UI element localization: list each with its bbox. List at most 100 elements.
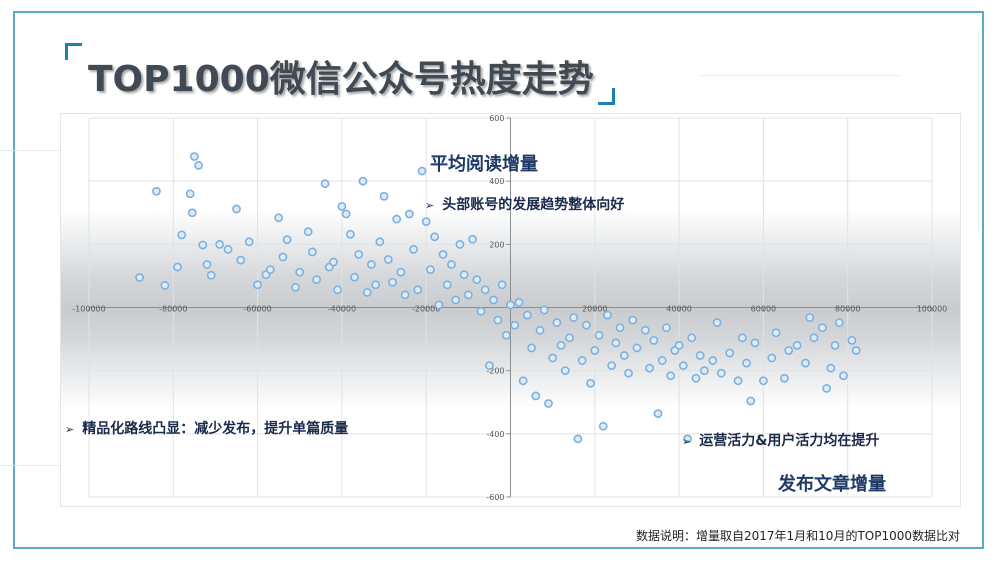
data-point — [417, 166, 427, 176]
data-point — [438, 250, 448, 259]
data-point — [746, 396, 756, 406]
x-tick-label: 80000 — [835, 305, 860, 314]
data-point — [577, 356, 587, 365]
data-point — [426, 265, 435, 274]
data-point — [560, 366, 570, 376]
annotation-left: ➢ 精品化路线凸显：减少发布，提升单篇质量 — [65, 418, 348, 438]
data-point — [805, 313, 815, 323]
data-point — [442, 280, 452, 290]
decor-line — [0, 465, 60, 466]
data-point — [392, 214, 402, 224]
data-point — [687, 333, 697, 343]
data-point — [750, 338, 760, 348]
data-point — [198, 240, 208, 250]
data-point — [187, 208, 197, 218]
data-point — [699, 366, 709, 376]
data-point — [657, 356, 667, 365]
data-point — [662, 323, 671, 333]
data-point — [611, 338, 621, 348]
data-point — [447, 260, 456, 269]
title-bracket-left — [65, 43, 82, 60]
annotation-left-text: 精品化路线凸显：减少发布，提升单篇质量 — [82, 421, 349, 437]
data-point — [189, 152, 199, 161]
data-point — [581, 320, 591, 330]
data-point — [476, 306, 486, 316]
y-tick-label: 400 — [489, 177, 504, 186]
data-point — [653, 409, 663, 419]
data-point — [615, 323, 625, 333]
data-point — [307, 247, 317, 257]
data-point — [354, 250, 364, 259]
data-point — [514, 298, 524, 307]
data-point — [590, 346, 600, 355]
data-point — [556, 340, 566, 350]
data-point — [409, 244, 418, 254]
bullet-arrow-icon: ➢ — [65, 423, 75, 436]
slide-frame — [13, 11, 984, 549]
y-axis-label: 平均阅读增量 — [430, 154, 538, 175]
data-point — [784, 346, 794, 355]
x-tick-label: 60000 — [751, 305, 776, 314]
data-point — [215, 239, 225, 249]
y-tick-label: 600 — [489, 114, 504, 123]
data-point — [527, 343, 536, 353]
x-tick-label: -60000 — [243, 305, 271, 314]
data-point — [569, 313, 579, 323]
data-point — [329, 257, 338, 267]
data-point — [628, 315, 638, 325]
data-point — [493, 315, 503, 325]
x-tick-label: 40000 — [666, 305, 691, 314]
data-point — [379, 191, 389, 201]
data-point — [771, 328, 781, 338]
data-point — [375, 237, 385, 247]
data-point — [185, 189, 195, 199]
data-point — [822, 383, 832, 393]
data-point — [320, 179, 330, 189]
data-point — [531, 391, 541, 401]
data-point — [152, 186, 161, 196]
data-point — [586, 378, 595, 388]
data-point — [383, 255, 393, 264]
data-point — [434, 300, 444, 310]
data-point — [780, 373, 789, 383]
data-point — [678, 361, 688, 371]
data-point — [501, 330, 511, 340]
data-point — [594, 330, 604, 340]
data-point — [742, 358, 751, 368]
data-point — [645, 363, 654, 373]
data-point — [506, 300, 515, 310]
data-point — [455, 239, 465, 249]
data-point — [173, 262, 182, 272]
annotation-right: ➢ 运营活力&用户活力均在提升 — [682, 430, 879, 450]
data-point — [345, 229, 355, 239]
bullet-arrow-icon: ➢ — [682, 435, 692, 448]
data-point — [712, 318, 722, 328]
x-tick-label: 100000 — [917, 305, 948, 314]
annotation-top: ➢ 头部账号的发展趋势整体向好 — [425, 194, 624, 214]
data-point — [350, 272, 359, 282]
data-point — [480, 285, 490, 295]
data-point — [497, 280, 507, 290]
decor-line — [700, 75, 900, 76]
data-point — [413, 285, 423, 295]
data-point — [485, 361, 494, 371]
data-point — [274, 213, 284, 223]
data-point — [236, 255, 246, 265]
bullet-arrow-icon: ➢ — [425, 199, 435, 212]
data-point — [206, 270, 216, 280]
data-point — [619, 351, 629, 360]
title-bracket-right — [598, 88, 615, 105]
data-point — [253, 280, 262, 290]
x-axis-label: 发布文章增量 — [778, 474, 886, 495]
data-point — [362, 287, 372, 297]
data-point — [624, 368, 633, 378]
annotation-right-text: 运营活力&用户活力均在提升 — [699, 433, 880, 449]
data-point — [695, 351, 705, 360]
y-tick-label: -400 — [486, 430, 504, 439]
data-footnote: 数据说明：增量取自2017年1月和10月的TOP1000数据比对 — [636, 529, 960, 543]
data-point — [278, 252, 288, 262]
data-point — [194, 160, 203, 170]
data-point — [232, 204, 241, 214]
data-point — [691, 373, 701, 383]
data-point — [674, 340, 684, 350]
